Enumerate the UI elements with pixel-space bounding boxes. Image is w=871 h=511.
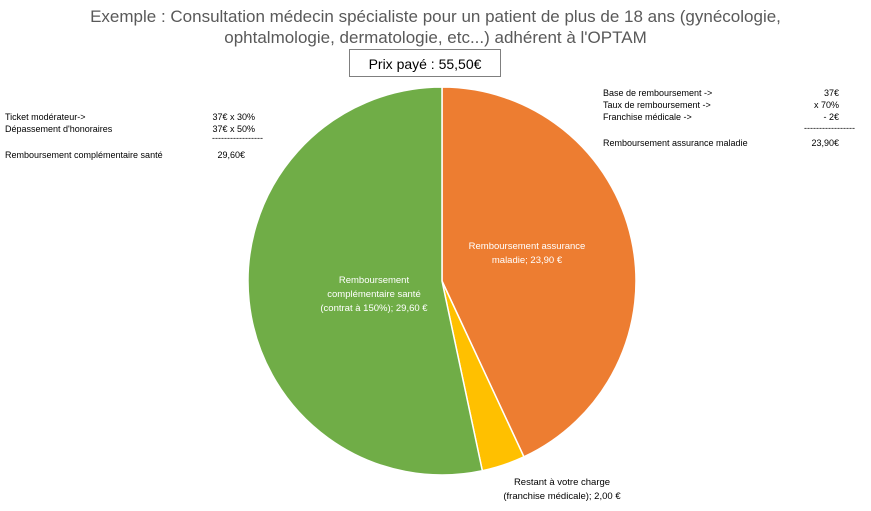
right-note-total-label: Remboursement assurance maladie <box>603 138 748 148</box>
left-note-row2-label: Dépassement d'honoraires <box>5 124 113 134</box>
left-note-row1-value: 37€ x 30% <box>212 112 255 122</box>
pie-slice-1 <box>441 86 637 458</box>
pie-slice-3 <box>247 86 484 476</box>
left-note-total-value: 29,60€ <box>217 150 245 160</box>
price-paid-box: Prix payé : 55,50€ <box>349 49 501 77</box>
right-note-separator: ----------------- <box>804 123 855 133</box>
left-note-row1-label: Ticket modérateur-> <box>5 112 86 122</box>
pie-slice-label-2: Restant à votre charge (franchise médical… <box>503 477 621 502</box>
right-note-row2-value: x 70% <box>813 100 839 110</box>
chart-title: Exemple : Consultation médecin spécialis… <box>0 6 871 48</box>
left-note-row2-value: 37€ x 50% <box>212 124 255 134</box>
pie-slice-label-1: Remboursement assurance maladie; 23,90 € <box>469 241 586 266</box>
chart-title-line-1: Exemple : Consultation médecin spécialis… <box>90 7 781 26</box>
left-note-separator: ----------------- <box>212 133 263 143</box>
pie-slice-label-3: Remboursement complémentaire santé (contra… <box>320 275 428 314</box>
right-note-row1-value: 37€ <box>823 88 839 98</box>
right-note-row3-label: Franchise médicale -> <box>603 112 692 122</box>
right-note-row3-value: - 2€ <box>823 112 839 122</box>
chart-title-line-2: ophtalmologie, dermatologie, etc...) adh… <box>224 28 647 47</box>
right-note-row2-label: Taux de remboursement -> <box>603 100 711 110</box>
left-note-total-label: Remboursement complémentaire santé <box>5 150 163 160</box>
right-note-row1-label: Base de remboursement -> <box>603 88 713 98</box>
right-note-total-value: 23,90€ <box>811 138 839 148</box>
